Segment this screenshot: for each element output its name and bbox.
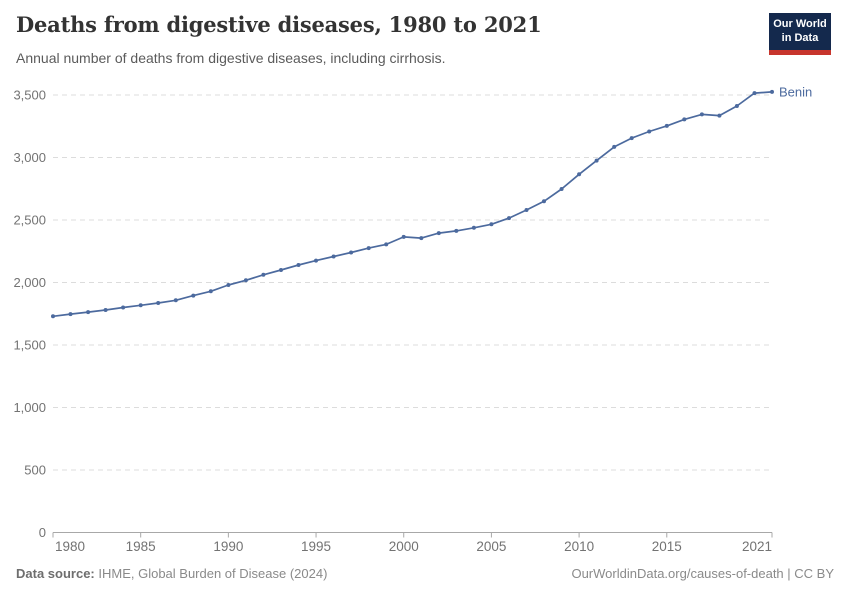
data-point [366, 246, 371, 251]
attribution-link[interactable]: OurWorldinData.org/causes-of-death | CC … [571, 566, 834, 581]
data-source-value: IHME, Global Burden of Disease (2024) [94, 566, 328, 581]
data-point [664, 123, 669, 128]
data-point [138, 303, 143, 308]
y-tick-label: 2,500 [13, 213, 46, 228]
data-point [647, 129, 652, 134]
x-tick-label: 2021 [742, 539, 772, 554]
x-tick-label: 1990 [213, 539, 243, 554]
x-tick-label: 1995 [301, 539, 331, 554]
y-tick-label: 1,500 [13, 338, 46, 353]
data-point [612, 144, 617, 149]
data-point [734, 104, 739, 108]
x-tick-label: 1985 [126, 539, 156, 554]
data-point [752, 91, 757, 96]
data-point [594, 158, 599, 163]
owid-logo-line1: Our World [773, 17, 827, 30]
data-point [699, 112, 704, 117]
data-point [524, 208, 529, 212]
x-tick-label: 2005 [476, 539, 506, 554]
y-axis: 0 500 1,000 1,500 2,000 2,500 3,000 3,500 [13, 88, 46, 541]
data-point [489, 222, 494, 227]
data-point [542, 199, 546, 204]
chart-subtitle: Annual number of deaths from digestive d… [16, 50, 446, 66]
data-point [121, 305, 126, 310]
y-tick-label: 0 [39, 525, 46, 540]
data-point [559, 187, 564, 191]
y-gridlines [53, 94, 772, 471]
data-point [401, 234, 406, 239]
x-axis: 1980 1985 1990 1995 2000 2005 2010 2015 2021 [52, 532, 773, 554]
data-point [261, 272, 266, 277]
data-point [577, 172, 582, 177]
data-point [770, 89, 774, 94]
y-tick-label: 2,000 [13, 275, 46, 290]
data-point [331, 254, 336, 259]
y-tick-label: 3,500 [13, 88, 46, 103]
data-point [156, 301, 161, 305]
series-line[interactable] [52, 91, 773, 318]
entity-label: Benin [779, 84, 812, 99]
y-tick-label: 500 [24, 463, 46, 478]
chart-title: Deaths from digestive diseases, 1980 to … [16, 12, 542, 37]
entity-labels: Benin [779, 84, 812, 99]
data-point [68, 312, 73, 317]
y-tick-label: 3,000 [13, 150, 46, 165]
data-point [454, 228, 459, 233]
y-tick-label: 1,000 [13, 400, 46, 415]
series-lines[interactable] [51, 89, 774, 319]
owid-logo[interactable]: Our World in Data [769, 13, 831, 55]
data-point [51, 314, 55, 319]
data-point [226, 283, 231, 287]
data-source-label: Data source: [16, 566, 95, 581]
x-tick-label: 2010 [564, 539, 594, 554]
data-point [243, 278, 248, 283]
data-point [103, 308, 108, 312]
data-point [279, 268, 283, 272]
data-point [717, 113, 722, 118]
data-point [471, 225, 476, 230]
data-point [208, 289, 213, 294]
data-point [86, 310, 91, 315]
data-point [191, 293, 196, 298]
x-tick-label: 2000 [389, 539, 419, 554]
data-point [384, 242, 389, 247]
data-point [173, 298, 178, 303]
x-tick-label: 2015 [652, 539, 682, 554]
data-point [296, 263, 301, 267]
data-point [349, 250, 354, 255]
data-point [419, 236, 424, 241]
data-point [507, 216, 511, 221]
data-point [314, 258, 318, 263]
x-tick-label: 1980 [55, 539, 85, 554]
data-point [629, 136, 634, 141]
chart-footer: Data source: IHME, Global Burden of Dise… [16, 566, 834, 581]
data-point [436, 231, 441, 236]
owid-logo-line2: in Data [781, 31, 819, 44]
data-point [682, 117, 687, 122]
data-source-note: Data source: IHME, Global Burden of Dise… [16, 566, 327, 581]
